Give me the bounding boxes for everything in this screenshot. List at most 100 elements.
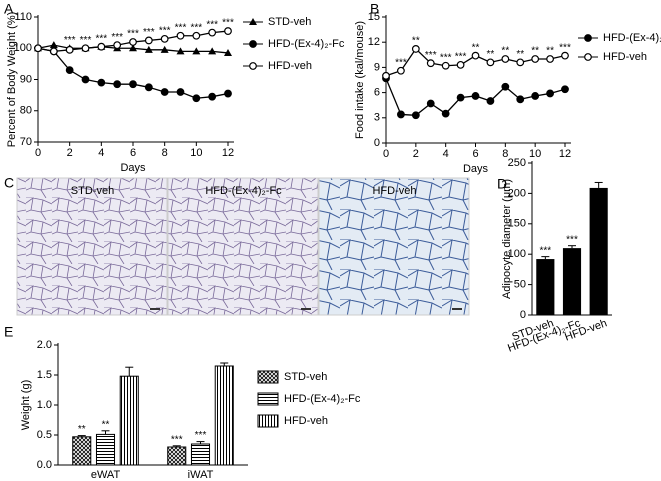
x-tick-label: 6 <box>130 147 136 159</box>
legend-marker <box>249 18 257 25</box>
significance: ** <box>78 424 86 435</box>
y-tick-label: 2.0 <box>37 339 52 351</box>
data-point <box>224 89 232 98</box>
data-point <box>81 44 90 53</box>
significance: *** <box>195 430 207 441</box>
y-tick-label: 110 <box>14 11 32 23</box>
data-point <box>129 38 137 46</box>
x-tick-label: 4 <box>98 147 104 159</box>
y-axis-title: Percent of Body Weight (%) <box>6 12 18 148</box>
legend-swatch <box>257 392 279 406</box>
legend-swatch <box>257 414 279 428</box>
y-tick-label: 150 <box>508 218 526 230</box>
significance: *** <box>159 26 171 37</box>
significance: *** <box>206 19 218 30</box>
legend-label: STD-veh <box>268 16 311 28</box>
significance: ** <box>472 42 480 53</box>
significance: *** <box>171 434 183 445</box>
data-point <box>129 80 137 89</box>
data-point <box>486 58 495 67</box>
significance: *** <box>222 18 234 29</box>
panel-label: A <box>4 1 14 17</box>
significance: *** <box>566 234 578 245</box>
data-point <box>516 58 525 67</box>
bar <box>214 365 234 466</box>
y-tick-label: 15 <box>368 11 380 23</box>
y-tick-label: 0 <box>520 309 526 321</box>
data-point <box>471 51 480 60</box>
data-point <box>176 88 185 96</box>
data-point <box>97 42 106 51</box>
y-tick-label: 200 <box>508 187 526 199</box>
micrograph <box>16 177 168 316</box>
data-point <box>176 31 185 40</box>
panel-label: B <box>370 1 379 17</box>
data-point <box>160 34 169 43</box>
y-axis-title: Weight (g) <box>20 380 32 431</box>
x-tick-label: 12 <box>559 148 571 160</box>
legend-label: HFD-(Ex-4)₂-Fc <box>284 393 361 405</box>
bar <box>562 248 582 315</box>
significance: *** <box>455 52 467 63</box>
bar <box>167 446 187 466</box>
y-tick-label: 80 <box>20 105 32 117</box>
micrograph <box>318 177 470 316</box>
image-label: STD-veh <box>71 185 114 197</box>
significance: *** <box>395 57 407 68</box>
x-tick-label: 0 <box>35 147 41 159</box>
data-point <box>456 60 465 69</box>
significance: *** <box>190 22 202 33</box>
significance: *** <box>80 35 92 46</box>
significance: ** <box>412 36 420 47</box>
data-point <box>501 55 510 63</box>
series-line <box>37 47 229 99</box>
legend-marker <box>584 53 592 61</box>
significance: *** <box>425 50 437 61</box>
bar <box>95 433 116 466</box>
data-point <box>176 47 185 55</box>
data-point <box>531 92 540 100</box>
legend-label: HFD-veh <box>268 60 312 72</box>
significance: ** <box>516 49 524 60</box>
legend-swatch <box>257 370 279 384</box>
panel-label: C <box>4 175 14 191</box>
legend-label: STD-veh <box>284 371 327 383</box>
bar <box>536 259 555 315</box>
bar <box>190 443 211 466</box>
data-point <box>456 93 465 102</box>
data-point <box>144 36 153 45</box>
data-point <box>208 28 217 37</box>
y-tick-label: 50 <box>514 279 526 291</box>
y-tick-label: 12 <box>368 36 380 48</box>
image-label: HFD-(Ex-4)₂-Fc <box>205 185 282 197</box>
x-tick-label: 6 <box>472 148 478 160</box>
data-point <box>49 47 58 56</box>
x-axis-title: Days <box>120 162 146 174</box>
x-tick-label: 10 <box>529 148 541 160</box>
y-tick-label: 100 <box>14 42 32 54</box>
y-tick-label: 6 <box>374 87 380 99</box>
data-point <box>113 80 122 89</box>
significance: *** <box>64 35 76 46</box>
data-point <box>426 99 435 108</box>
data-point <box>113 41 122 50</box>
data-point <box>144 83 153 92</box>
y-tick-label: 1.0 <box>37 399 52 411</box>
legend-marker <box>584 34 592 42</box>
data-point <box>561 51 569 60</box>
x-tick-label: 8 <box>502 148 508 160</box>
legend-label: HFD-veh <box>284 415 328 427</box>
legend-marker <box>249 62 257 70</box>
y-tick-label: 0.0 <box>37 459 52 471</box>
data-point <box>516 95 525 104</box>
legend-label: HFD-(Ex-4)₂-Fc <box>603 32 661 44</box>
data-point <box>81 75 90 84</box>
y-tick-label: 0.5 <box>37 429 52 441</box>
y-tick-label: 9 <box>374 61 380 73</box>
bar <box>119 375 139 466</box>
data-point <box>471 92 480 100</box>
significance: *** <box>111 32 123 43</box>
data-point <box>441 109 450 118</box>
